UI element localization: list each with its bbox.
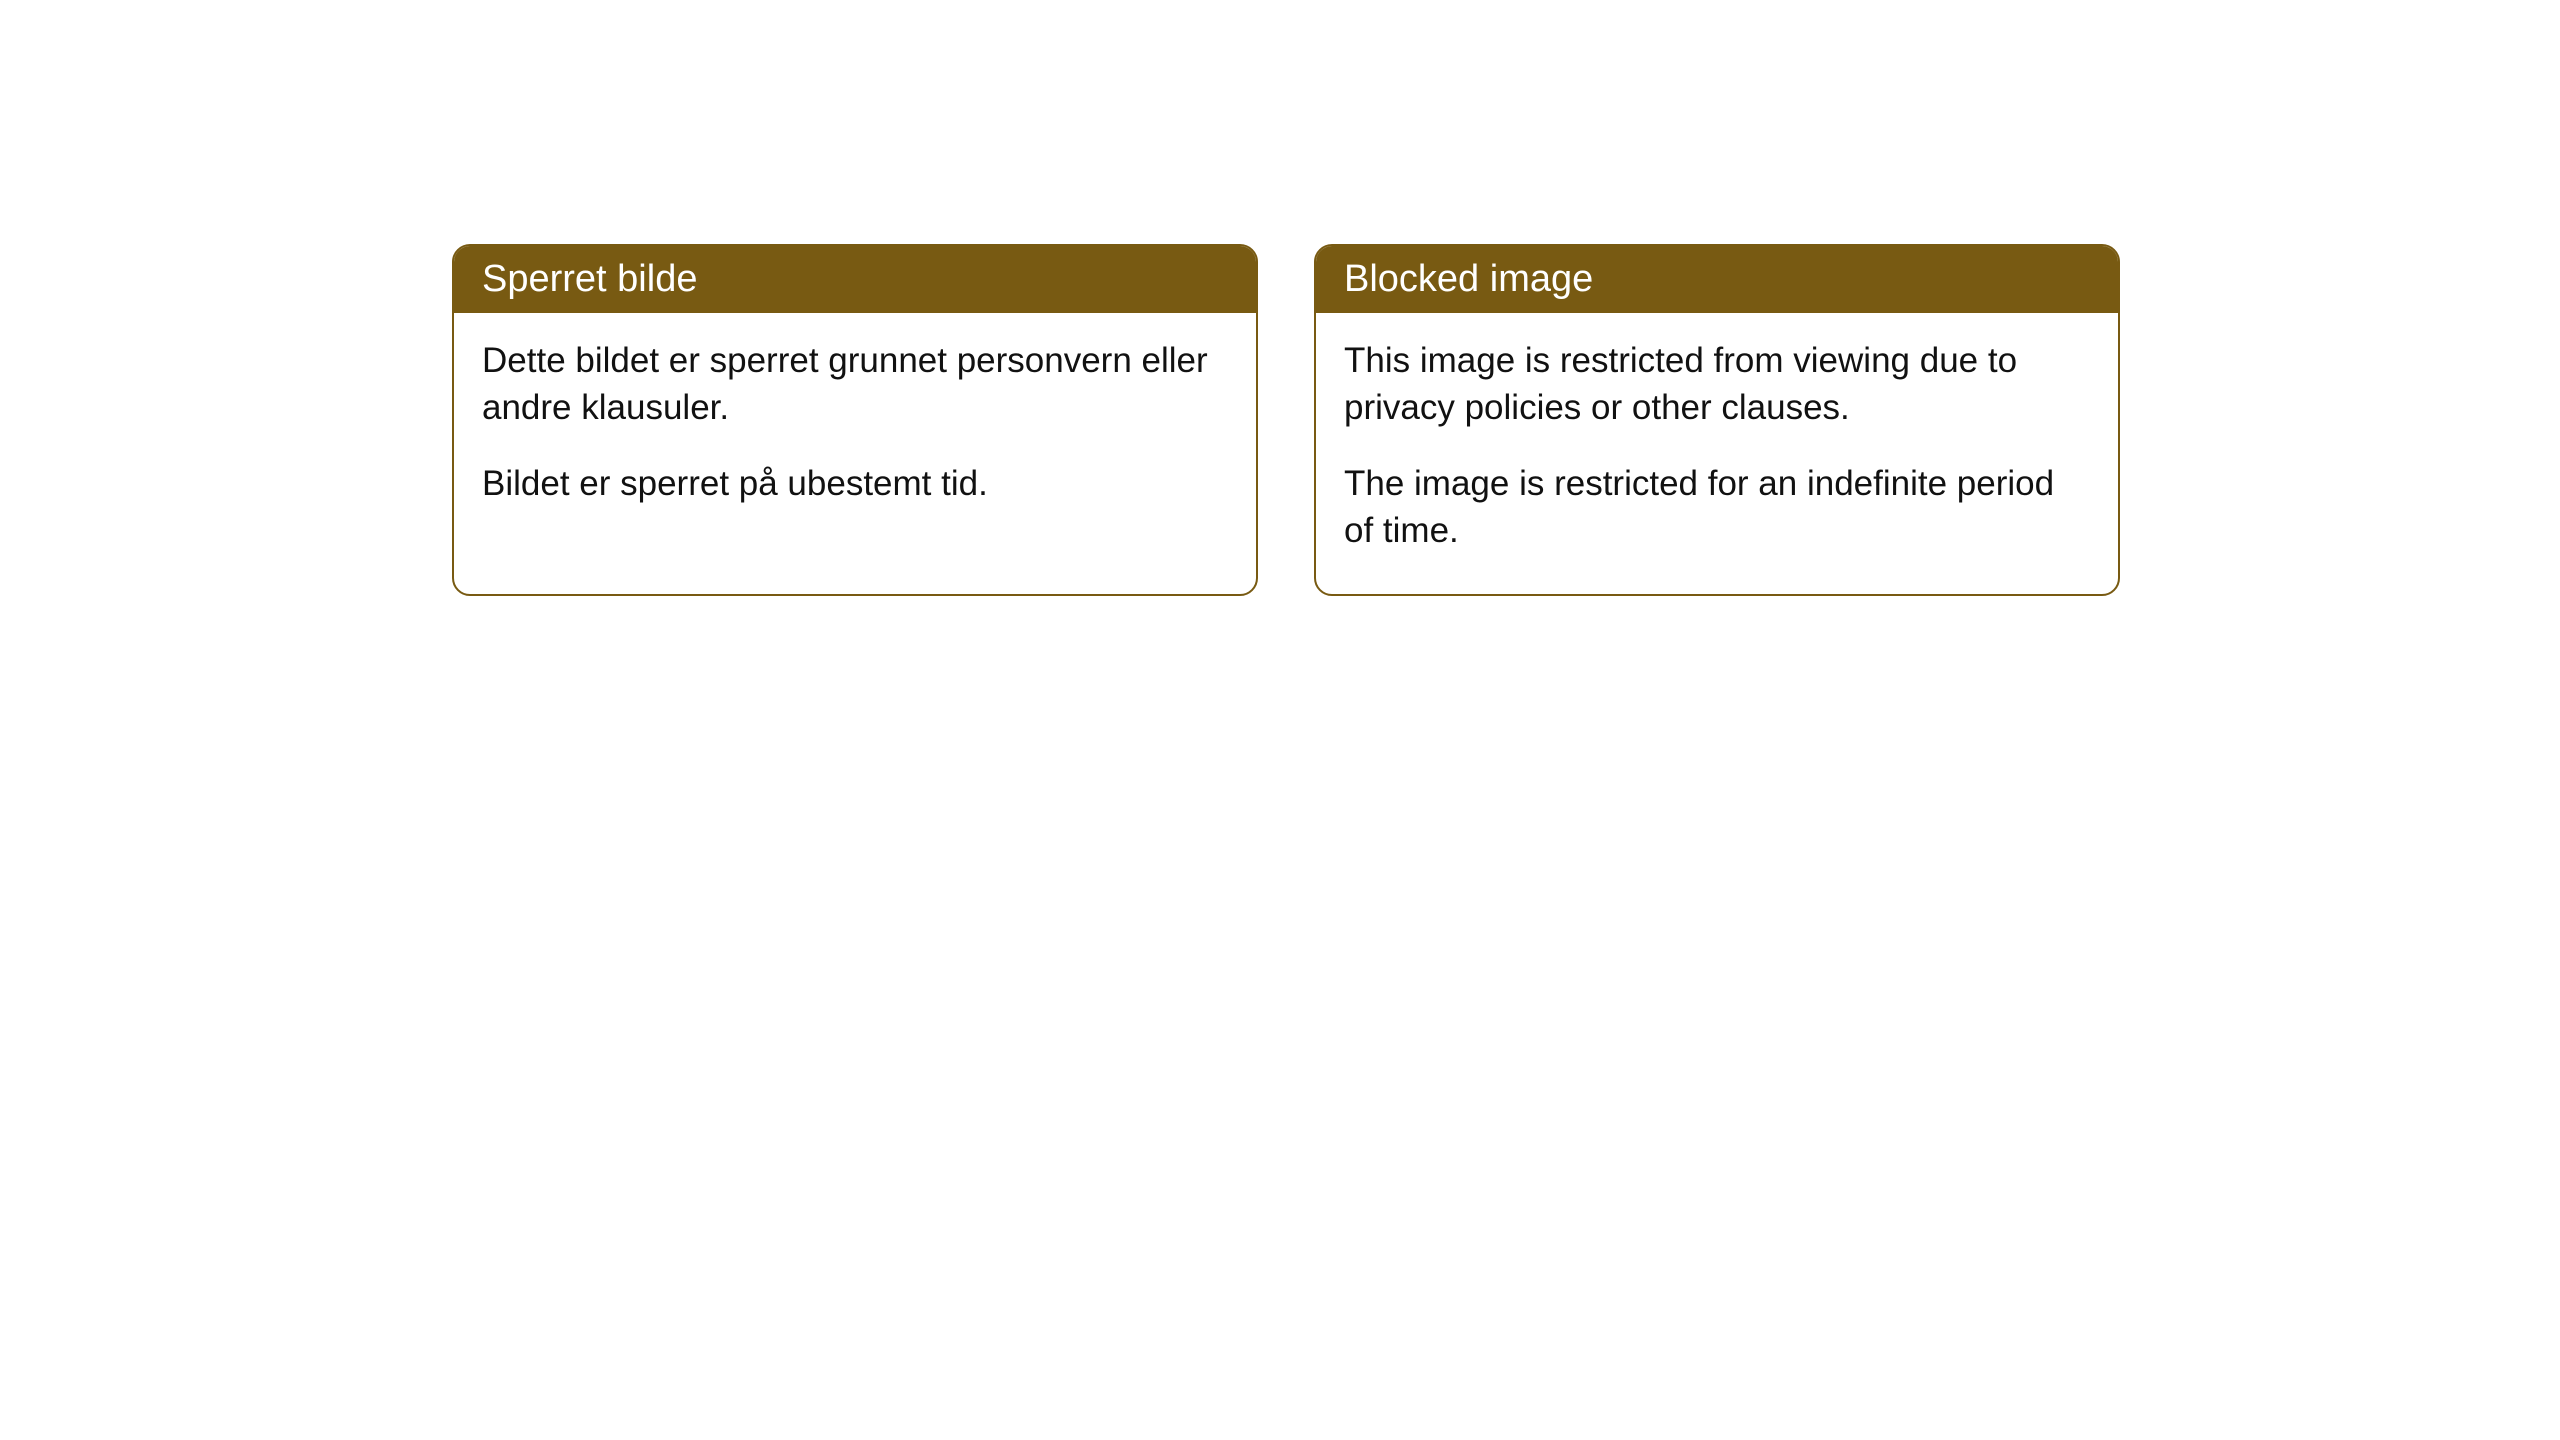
card-paragraph-1-english: This image is restricted from viewing du… xyxy=(1344,337,2090,432)
card-paragraph-1-norwegian: Dette bildet er sperret grunnet personve… xyxy=(482,337,1228,432)
card-paragraph-2-norwegian: Bildet er sperret på ubestemt tid. xyxy=(482,460,1228,507)
card-header-norwegian: Sperret bilde xyxy=(454,246,1256,313)
notice-cards-container: Sperret bilde Dette bildet er sperret gr… xyxy=(452,244,2120,596)
card-body-english: This image is restricted from viewing du… xyxy=(1316,313,2118,594)
notice-card-norwegian: Sperret bilde Dette bildet er sperret gr… xyxy=(452,244,1258,596)
notice-card-english: Blocked image This image is restricted f… xyxy=(1314,244,2120,596)
card-body-norwegian: Dette bildet er sperret grunnet personve… xyxy=(454,313,1256,547)
card-header-english: Blocked image xyxy=(1316,246,2118,313)
card-paragraph-2-english: The image is restricted for an indefinit… xyxy=(1344,460,2090,555)
card-title-english: Blocked image xyxy=(1344,258,1593,300)
card-title-norwegian: Sperret bilde xyxy=(482,258,697,300)
